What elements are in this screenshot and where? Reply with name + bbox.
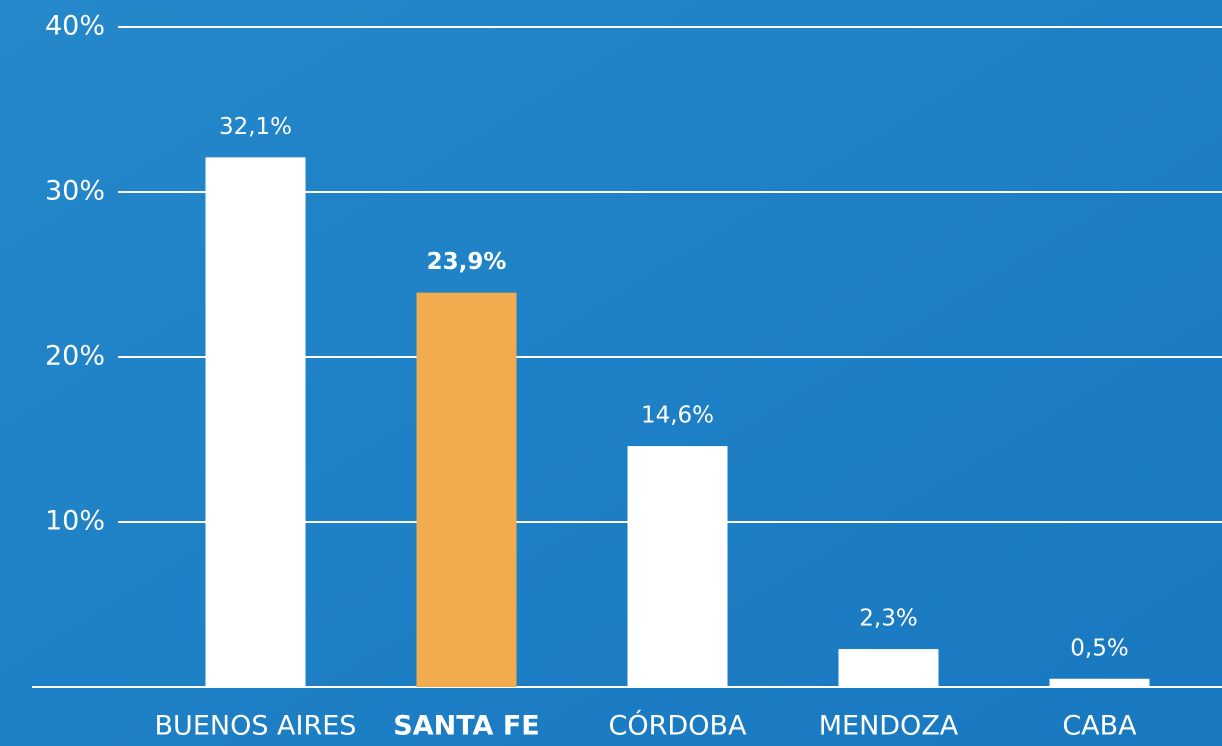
bar [205, 157, 306, 688]
bar [627, 446, 728, 687]
y-tick-label: 30% [45, 176, 105, 207]
x-tick-label: BUENOS AIRES [155, 711, 357, 742]
bar [416, 292, 517, 687]
value-label: 0,5% [1070, 635, 1128, 661]
x-tick-label: CABA [1062, 711, 1137, 742]
y-tick-label: 20% [45, 341, 105, 372]
value-label: 23,9% [427, 249, 507, 275]
x-tick-label: CÓRDOBA [609, 710, 747, 742]
bar [1049, 678, 1150, 687]
y-tick-label: 10% [45, 506, 105, 537]
value-label: 14,6% [641, 403, 714, 429]
x-tick-label: MENDOZA [819, 711, 959, 742]
y-tick-label: 40% [45, 11, 105, 42]
value-label: 32,1% [219, 114, 292, 140]
x-tick-label: SANTA FE [393, 711, 539, 742]
bar [838, 649, 939, 687]
value-label: 2,3% [859, 606, 917, 632]
